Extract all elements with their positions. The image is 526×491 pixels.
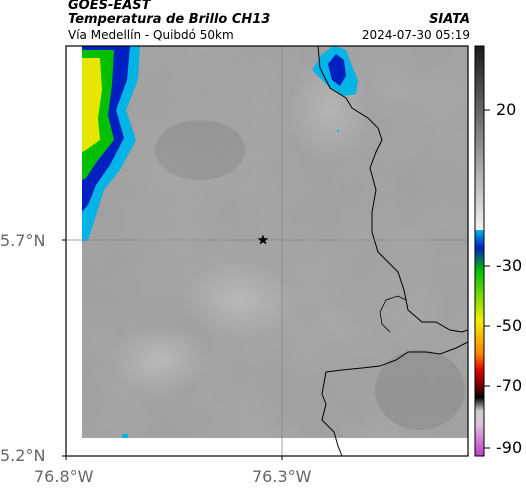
- map-frame: [65, 45, 469, 457]
- star-marker: [257, 234, 269, 245]
- lon-tick-label: 76.3°W: [252, 467, 312, 486]
- colorbar-label: 20: [496, 100, 517, 119]
- colorbar-label: -50: [496, 316, 523, 335]
- timestamp: 2024-07-30 05:19: [361, 28, 470, 42]
- colorbar-label: -90: [496, 438, 523, 457]
- route-subtitle: Vía Medellín - Quibdó 50km: [68, 28, 234, 42]
- lat-tick-label: 5.2°N: [0, 446, 46, 465]
- satellite-label: GOES-EAST: [68, 0, 151, 13]
- product-title: Temperatura de Brillo CH13: [68, 12, 271, 27]
- colorbar: [474, 45, 490, 457]
- source-label: SIATA: [429, 12, 470, 27]
- lat-tick-label: 5.7°N: [0, 231, 46, 250]
- colorbar-label: -70: [496, 376, 523, 395]
- department-border: [321, 341, 468, 456]
- colorbar-label: -30: [496, 256, 523, 275]
- coastline: [317, 46, 468, 333]
- lon-tick-label: 76.8°W: [34, 467, 94, 486]
